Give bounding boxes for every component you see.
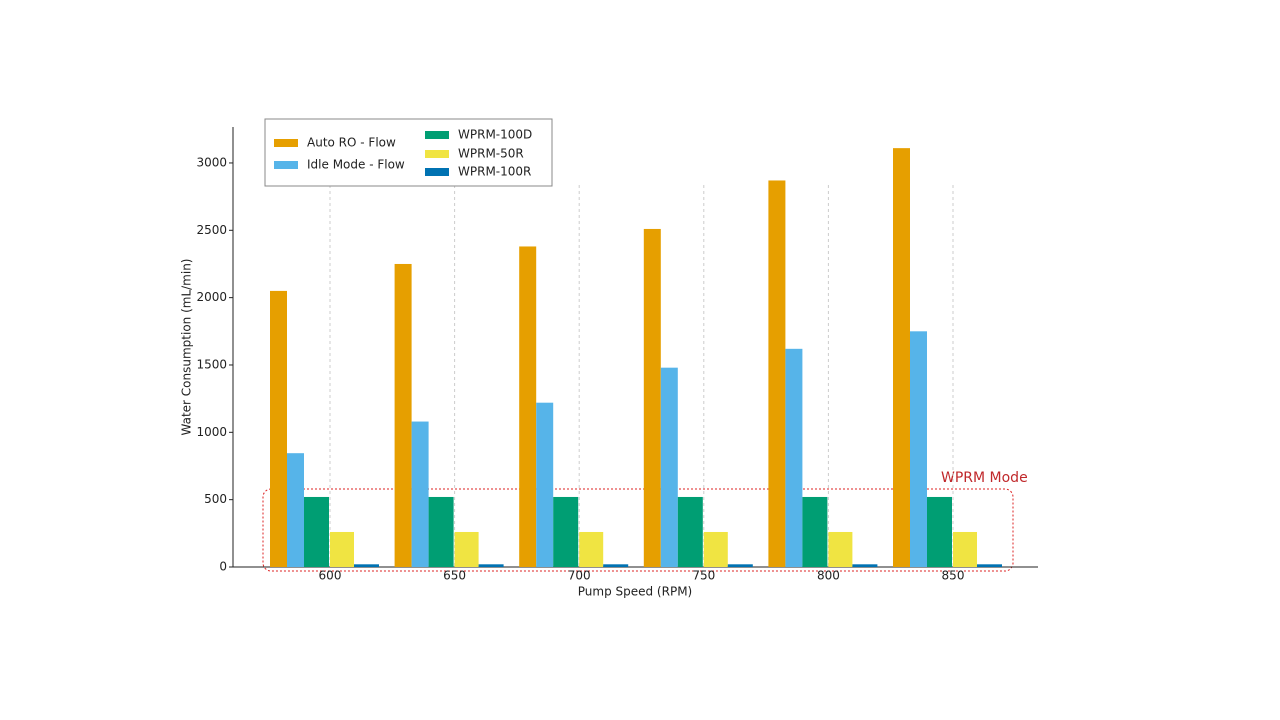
- x-tick-label: 750: [692, 569, 715, 583]
- bar: [454, 531, 479, 567]
- legend-label: WPRM-50R: [458, 147, 524, 161]
- bar: [536, 402, 554, 567]
- x-tick-label: 700: [568, 569, 591, 583]
- bar: [643, 228, 661, 567]
- bar: [785, 348, 803, 567]
- legend-swatch: [425, 131, 449, 139]
- y-tick-label: 2500: [196, 223, 227, 237]
- bar: [603, 564, 629, 567]
- legend-label: Auto RO - Flow: [307, 136, 396, 150]
- legend-swatch: [425, 150, 449, 158]
- bar: [428, 496, 454, 567]
- bar: [927, 496, 952, 567]
- y-tick-label: 2000: [196, 290, 227, 304]
- legend-box: [264, 118, 553, 187]
- y-tick-label: 3000: [196, 155, 227, 169]
- bar: [660, 367, 678, 567]
- x-tick-label: 650: [443, 569, 466, 583]
- annotation: WPRM Mode: [941, 470, 1028, 486]
- bar: [354, 564, 379, 567]
- bar: [768, 180, 786, 567]
- bar: [703, 531, 728, 567]
- bar: [910, 331, 927, 567]
- y-tick-label: 500: [204, 492, 227, 506]
- legend-swatch: [274, 161, 298, 169]
- bar: [553, 496, 579, 567]
- x-axis-label: Pump Speed (RPM): [578, 585, 692, 599]
- x-tick-label: 850: [942, 569, 965, 583]
- bar: [478, 564, 504, 567]
- annotation-box: [262, 488, 1014, 572]
- legend-swatch: [425, 168, 449, 176]
- bar: [394, 263, 412, 567]
- bar: [727, 564, 753, 567]
- bar: [977, 564, 1002, 567]
- bar: [953, 531, 977, 567]
- y-axis-label: Water Consumption (mL/min): [180, 259, 194, 436]
- bar: [579, 531, 604, 567]
- bar: [270, 290, 287, 567]
- bar: [852, 564, 878, 567]
- y-tick-label: 1000: [196, 425, 227, 439]
- legend-swatch: [274, 139, 298, 147]
- legend-label: WPRM-100R: [458, 165, 531, 179]
- legend-label: Idle Mode - Flow: [307, 158, 405, 172]
- x-tick-label: 800: [817, 569, 840, 583]
- y-tick-label: 0: [219, 560, 227, 574]
- x-tick-label: 600: [319, 569, 342, 583]
- y-tick-label: 1500: [196, 357, 227, 371]
- bar: [677, 496, 703, 567]
- bar: [519, 246, 537, 567]
- bar: [802, 496, 828, 567]
- bar: [287, 453, 304, 567]
- bar: [411, 421, 429, 567]
- legend-label: WPRM-100D: [458, 128, 532, 142]
- bar: [330, 531, 354, 567]
- bar: [304, 496, 329, 567]
- bar: [828, 531, 853, 567]
- bar: [893, 148, 910, 567]
